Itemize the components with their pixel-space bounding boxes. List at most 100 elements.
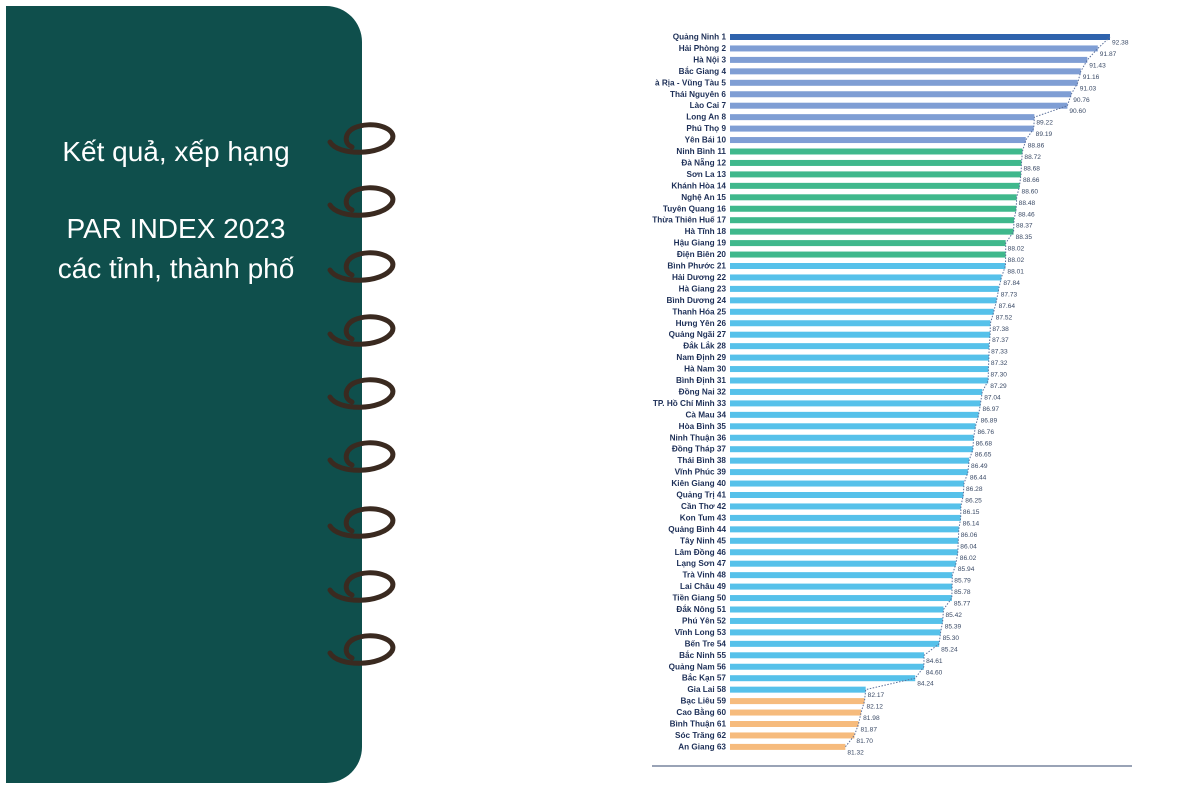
value-label: 81.87 — [861, 727, 878, 734]
bar — [730, 114, 1035, 121]
bar — [730, 583, 953, 590]
category-label: Lâm Đồng 46 — [675, 548, 727, 557]
value-label: 88.37 — [1016, 223, 1033, 230]
bar — [730, 686, 866, 693]
value-label: 88.46 — [1018, 211, 1035, 218]
bar — [730, 721, 859, 727]
bar — [730, 366, 989, 373]
value-label: 86.49 — [971, 463, 988, 470]
bar — [730, 148, 1023, 155]
bar — [730, 595, 952, 602]
value-label: 91.43 — [1089, 62, 1106, 69]
value-label: 87.38 — [992, 326, 1009, 333]
category-label: Hòa Bình 35 — [679, 422, 727, 431]
category-label: Bắc Kạn 57 — [682, 672, 727, 683]
category-label: Tuyên Quang 16 — [663, 204, 727, 213]
value-label: 88.86 — [1028, 143, 1045, 150]
bar — [730, 285, 999, 292]
value-label: 86.44 — [970, 475, 987, 482]
value-label: 87.64 — [999, 303, 1016, 310]
bar — [730, 263, 1006, 269]
category-label: Quảng Ninh 1 — [673, 33, 727, 42]
value-label: 82.12 — [866, 704, 883, 711]
value-label: 86.89 — [981, 417, 998, 424]
category-label: Lào Cai 7 — [690, 101, 727, 110]
cover-title-line-2: PAR INDEX 2023 — [66, 213, 286, 244]
category-label: An Giang 63 — [678, 742, 726, 751]
bar — [730, 102, 1068, 109]
bar — [730, 251, 1006, 258]
value-label: 88.68 — [1023, 165, 1040, 172]
value-label: 85.39 — [945, 623, 962, 630]
bar — [730, 492, 964, 498]
value-label: 86.04 — [960, 543, 977, 550]
value-label: 87.33 — [991, 349, 1008, 356]
value-label: 87.30 — [990, 372, 1007, 379]
category-label: Bình Thuận 61 — [670, 720, 727, 729]
bar — [730, 617, 943, 624]
value-label: 89.19 — [1036, 131, 1053, 138]
bar — [730, 629, 941, 636]
category-label: Yên Bái 10 — [685, 136, 727, 145]
ranking-chart: Quảng Ninh 1 92.38 Hải Phòng 2 91.87 Hà Nội … — [650, 22, 1150, 770]
category-label: Lạng Sơn 47 — [677, 559, 727, 568]
bar — [730, 560, 956, 567]
category-label: Sơn La 13 — [687, 170, 727, 179]
category-label: Tây Ninh 45 — [680, 536, 726, 545]
bar — [730, 137, 1026, 144]
binding-ring-3 — [327, 250, 396, 283]
category-label: Đà Nẵng 12 — [681, 156, 726, 167]
bar — [730, 400, 981, 407]
bar — [730, 159, 1022, 166]
bar — [730, 732, 855, 739]
value-label: 87.37 — [992, 337, 1009, 344]
category-label: Hải Phòng 2 — [679, 44, 727, 53]
bar — [730, 526, 959, 533]
value-label: 85.79 — [954, 578, 971, 585]
category-label: Quảng Ngãi 27 — [669, 330, 727, 339]
value-label: 86.06 — [961, 532, 978, 539]
value-label: 88.66 — [1023, 177, 1040, 184]
category-label: Vĩnh Phúc 39 — [675, 468, 727, 477]
binding-ring-1 — [327, 122, 396, 155]
value-label: 88.01 — [1007, 269, 1024, 276]
category-label: Khánh Hòa 14 — [671, 181, 726, 190]
value-label: 91.03 — [1080, 85, 1097, 92]
category-label: Nam Định 29 — [676, 353, 726, 362]
value-label: 86.15 — [963, 509, 980, 516]
category-label: Gia Lai 58 — [687, 685, 726, 694]
bar — [730, 331, 991, 338]
bar — [730, 320, 991, 327]
category-label: Cà Mau 34 — [686, 410, 727, 419]
category-label: Bến Tre 54 — [685, 639, 727, 648]
bar — [730, 217, 1015, 224]
category-label: Hà Nội 3 — [693, 55, 726, 64]
value-label: 81.98 — [863, 715, 880, 722]
bar — [730, 503, 961, 510]
value-label: 85.30 — [943, 635, 960, 642]
bar — [730, 469, 968, 476]
category-label: Phú Yên 52 — [682, 616, 726, 625]
binding-ring-2 — [327, 185, 396, 218]
value-label: 87.04 — [984, 394, 1001, 401]
bar — [730, 205, 1017, 212]
category-label: Thái Nguyên 6 — [670, 90, 726, 99]
value-label: 87.84 — [1003, 280, 1020, 287]
value-label: 84.24 — [917, 681, 934, 688]
binding-ring-7 — [327, 506, 396, 539]
category-label: Đắk Nông 51 — [676, 603, 726, 614]
category-label: Trà Vinh 48 — [682, 571, 726, 580]
bar — [730, 125, 1034, 132]
value-label: 81.70 — [856, 738, 873, 745]
bar — [730, 446, 973, 453]
category-label: Đồng Nai 32 — [679, 387, 727, 396]
value-label: 86.76 — [978, 429, 995, 436]
category-label: Hà Giang 23 — [679, 284, 727, 293]
category-label: Điện Biên 20 — [677, 250, 727, 259]
bar — [730, 549, 958, 556]
bar — [730, 228, 1014, 235]
bar — [730, 423, 976, 430]
bar — [730, 194, 1017, 201]
bar — [730, 240, 1006, 247]
value-label: 86.25 — [965, 498, 982, 505]
